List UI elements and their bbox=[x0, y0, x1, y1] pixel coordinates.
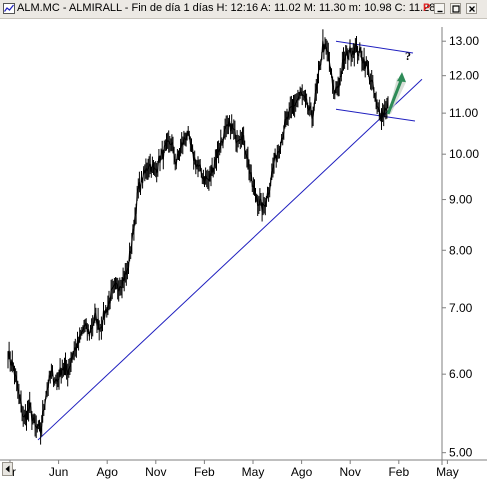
x-tick-label: Jun bbox=[49, 465, 68, 479]
x-tick-label: Feb bbox=[194, 465, 215, 479]
y-tick-label: 6.00 bbox=[449, 367, 473, 381]
title-bar[interactable]: ALM.MC - ALMIRALL - Fin de día 1 días H:… bbox=[0, 0, 487, 19]
scroll-left-icon[interactable] bbox=[2, 462, 13, 476]
y-tick-label: 13.00 bbox=[449, 34, 479, 48]
maximize-button[interactable] bbox=[450, 3, 461, 14]
trend-lines bbox=[37, 40, 423, 441]
x-tick-label: Nov bbox=[145, 465, 166, 479]
maximize-icon bbox=[452, 5, 460, 13]
y-tick-label: 11.00 bbox=[449, 106, 478, 120]
y-axis: 13.00 12.00 11.00 10.00 9.00 8.00 7.00 6.00 5.00 bbox=[441, 27, 479, 465]
minimize-button[interactable] bbox=[434, 3, 445, 14]
support-trendline bbox=[37, 78, 423, 441]
y-tick-label: 7.00 bbox=[449, 301, 473, 315]
minimize-icon bbox=[437, 10, 443, 13]
annotations: ? bbox=[386, 49, 411, 115]
x-tick-label: May bbox=[242, 465, 265, 479]
x-tick-label: Nov bbox=[340, 465, 361, 479]
x-tick-label: r bbox=[12, 465, 16, 479]
price-series bbox=[7, 29, 389, 445]
y-tick-label: 10.00 bbox=[449, 147, 479, 161]
arrow-head-icon bbox=[397, 72, 406, 83]
channel-upper-line bbox=[335, 40, 414, 54]
window-title: ALM.MC - ALMIRALL - Fin de día 1 días H:… bbox=[17, 2, 436, 14]
chart-window-icon bbox=[3, 3, 15, 14]
close-icon bbox=[469, 6, 475, 12]
y-tick-label: 9.00 bbox=[449, 193, 473, 207]
close-button[interactable] bbox=[466, 3, 477, 14]
x-tick-label: Ago bbox=[97, 465, 119, 479]
window-flag: P bbox=[423, 2, 431, 14]
price-line bbox=[7, 40, 389, 434]
y-tick-label: 5.00 bbox=[449, 446, 473, 460]
question-mark: ? bbox=[405, 49, 411, 63]
projection-arrow bbox=[386, 77, 404, 115]
x-tick-label: May bbox=[436, 465, 459, 479]
price-chart[interactable]: ? 13.00 12.00 11.00 10.00 9.00 8.00 7.00 6.00 5.… bbox=[0, 19, 487, 479]
y-tick-label: 8.00 bbox=[449, 243, 473, 257]
x-tick-label: Feb bbox=[388, 465, 409, 479]
y-tick-label: 12.00 bbox=[449, 69, 479, 83]
x-axis: r Jun Ago Nov Feb May Ago Nov Feb May bbox=[0, 459, 487, 479]
channel-lower-line bbox=[335, 108, 416, 122]
x-tick-label: Ago bbox=[291, 465, 313, 479]
